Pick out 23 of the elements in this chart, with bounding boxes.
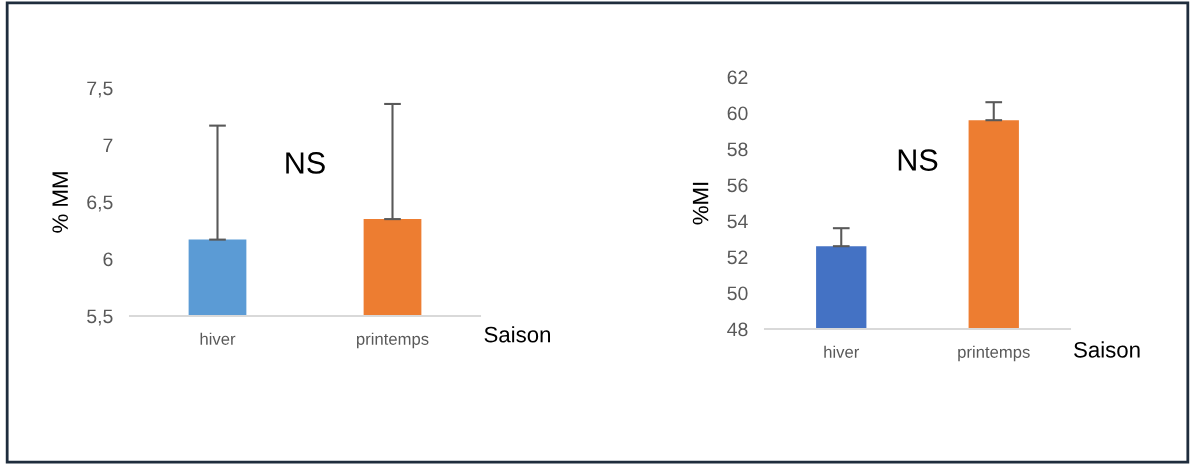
y-tick-label: 6: [103, 252, 113, 267]
y-tick-label: 7: [103, 138, 113, 153]
annotation: NS: [898, 149, 938, 171]
y-tick-label: 6,5: [87, 195, 113, 212]
y-tick-label: 7,5: [87, 81, 113, 98]
y-tick-label: 5,5: [87, 309, 113, 326]
x-tick-label: printemps: [356, 332, 429, 349]
y-axis-title: % MM: [52, 172, 68, 233]
y-tick-label: 60: [727, 106, 748, 121]
y-tick-label: 54: [727, 214, 748, 229]
annotation: NS: [286, 152, 325, 174]
y-tick-label: 56: [727, 178, 748, 193]
y-axis-title: %MI: [692, 182, 709, 225]
y-tick-label: 52: [727, 250, 748, 265]
x-axis-title: Saison: [484, 326, 550, 343]
x-tick-label: printemps: [958, 345, 1030, 362]
y-tick-label: 58: [727, 142, 748, 157]
x-axis-title: Saison: [1074, 341, 1140, 358]
y-tick-label: 48: [727, 322, 748, 337]
x-tick-label: hiver: [200, 332, 236, 345]
y-tick-label: 62: [727, 70, 748, 85]
x-tick-label: hiver: [824, 345, 860, 358]
y-tick-label: 50: [727, 286, 748, 301]
